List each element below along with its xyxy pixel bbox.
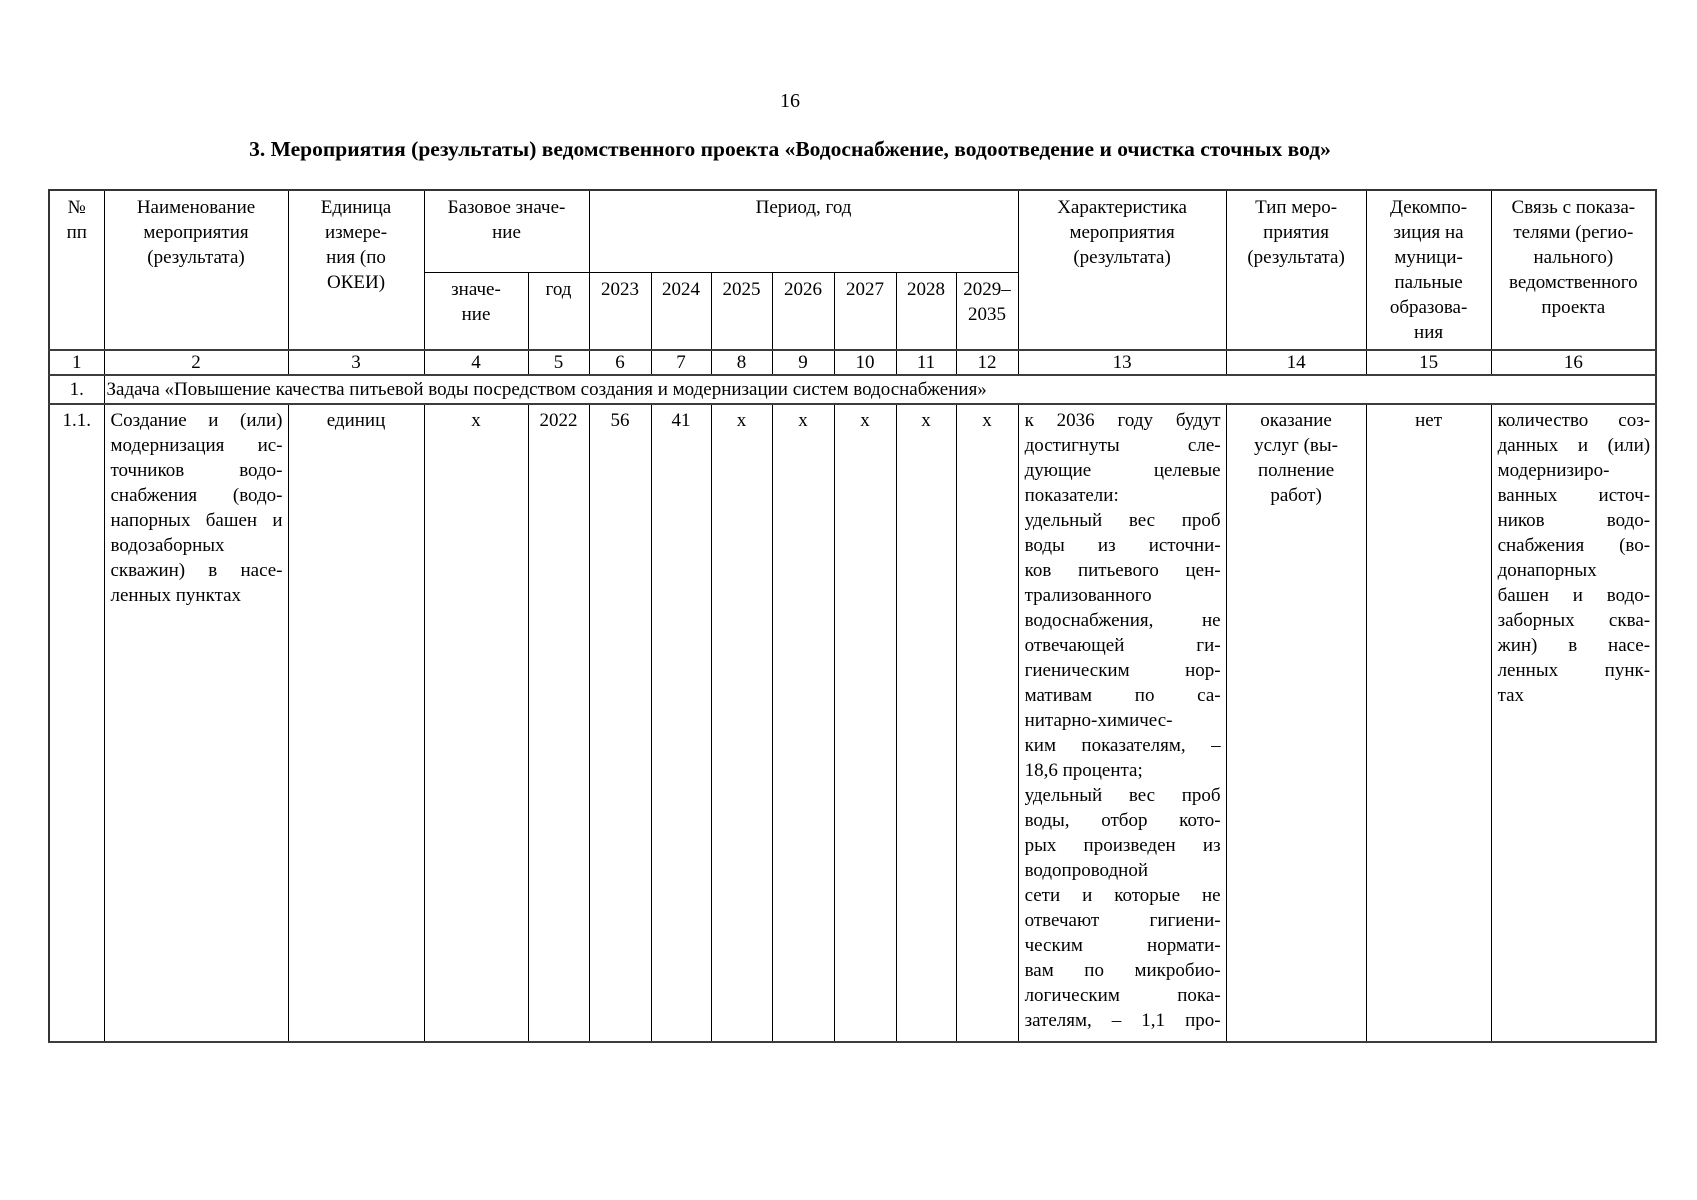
row-1-1-unit: единиц xyxy=(287,403,425,1043)
header-name: Наименование мероприятия (результата) xyxy=(103,189,289,351)
col-num-10: 10 xyxy=(833,349,897,376)
row-1-1-decomposition: нет xyxy=(1365,403,1492,1043)
task-row: 1. Задача «Повышение качества питьевой в… xyxy=(48,374,1657,405)
row-1-1-base-value: х xyxy=(423,403,529,1043)
header-unit: Единица измере-ния (по ОКЕИ) xyxy=(287,189,425,351)
row-1-1-year-2028: х xyxy=(895,403,957,1043)
row-1-1-year-2023: 56 xyxy=(588,403,652,1043)
header-year-2026: 2026 xyxy=(771,271,835,351)
task-number: 1. xyxy=(48,374,105,405)
row-1-1-no: 1.1. xyxy=(48,403,105,1043)
col-num-5: 5 xyxy=(527,349,590,376)
header-period: Период, год xyxy=(588,189,1019,273)
header-year-2028: 2028 xyxy=(895,271,957,351)
col-num-3: 3 xyxy=(287,349,425,376)
col-num-7: 7 xyxy=(650,349,712,376)
col-num-13: 13 xyxy=(1017,349,1227,376)
header-type: Тип меро-приятия (результата) xyxy=(1225,189,1367,351)
col-num-16: 16 xyxy=(1490,349,1657,376)
header-year-2027: 2027 xyxy=(833,271,897,351)
header-base-value: Базовое значе-ние xyxy=(423,189,590,273)
row-1-1-relation: количество соз-данных и (или) модернизиро… xyxy=(1490,403,1657,1043)
col-num-15: 15 xyxy=(1365,349,1492,376)
row-1-1-year-2025: х xyxy=(710,403,773,1043)
column-numbers-row: 1 2 3 4 5 6 7 8 9 10 11 12 13 14 15 16 xyxy=(48,349,1657,376)
page-header: 16 3. Мероприятия (результаты) ведомстве… xyxy=(0,0,1580,162)
header-base-value-sub: значе-ние xyxy=(423,271,529,351)
row-1-1-year-2024: 41 xyxy=(650,403,712,1043)
row-1-1-year-2027: х xyxy=(833,403,897,1043)
event-row-1-1: 1.1. Создание и (или) модернизация ис-точ… xyxy=(48,403,1657,1043)
col-num-6: 6 xyxy=(588,349,652,376)
header-no: № пп xyxy=(48,189,105,351)
col-num-2: 2 xyxy=(103,349,289,376)
header-year-2023: 2023 xyxy=(588,271,652,351)
task-text: Задача «Повышение качества питьевой воды… xyxy=(103,374,1657,405)
header-year-2025: 2025 xyxy=(710,271,773,351)
header-year-2024: 2024 xyxy=(650,271,712,351)
row-1-1-name: Создание и (или) модернизация ис-точников… xyxy=(103,403,289,1043)
col-num-12: 12 xyxy=(955,349,1019,376)
header-characteristic: Характеристика мероприятия (результата) xyxy=(1017,189,1227,351)
events-table: № пп Наименование мероприятия (результата) … xyxy=(48,189,1658,1043)
row-1-1-type: оказание услуг (вы-полнение работ) xyxy=(1225,403,1367,1043)
row-1-1-characteristic: к 2036 году будут достигнуты сле-дующие ц… xyxy=(1017,403,1227,1043)
header-relation: Связь с показа-телями (регио-нального) ве… xyxy=(1490,189,1657,351)
page-title: 3. Мероприятия (результаты) ведомственно… xyxy=(249,137,1331,161)
header-decomposition: Декомпо-зиция на муници-пальные образова-н… xyxy=(1365,189,1492,351)
col-num-8: 8 xyxy=(710,349,773,376)
header-base-year: год xyxy=(527,271,590,351)
row-1-1-year-2029-2035: х xyxy=(955,403,1019,1043)
col-num-14: 14 xyxy=(1225,349,1367,376)
col-num-11: 11 xyxy=(895,349,957,376)
col-num-4: 4 xyxy=(423,349,529,376)
header-year-2029-2035: 2029– 2035 xyxy=(955,271,1019,351)
col-num-9: 9 xyxy=(771,349,835,376)
row-1-1-base-year: 2022 xyxy=(527,403,590,1043)
col-num-1: 1 xyxy=(48,349,105,376)
page-number: 16 xyxy=(780,90,800,112)
row-1-1-year-2026: х xyxy=(771,403,835,1043)
